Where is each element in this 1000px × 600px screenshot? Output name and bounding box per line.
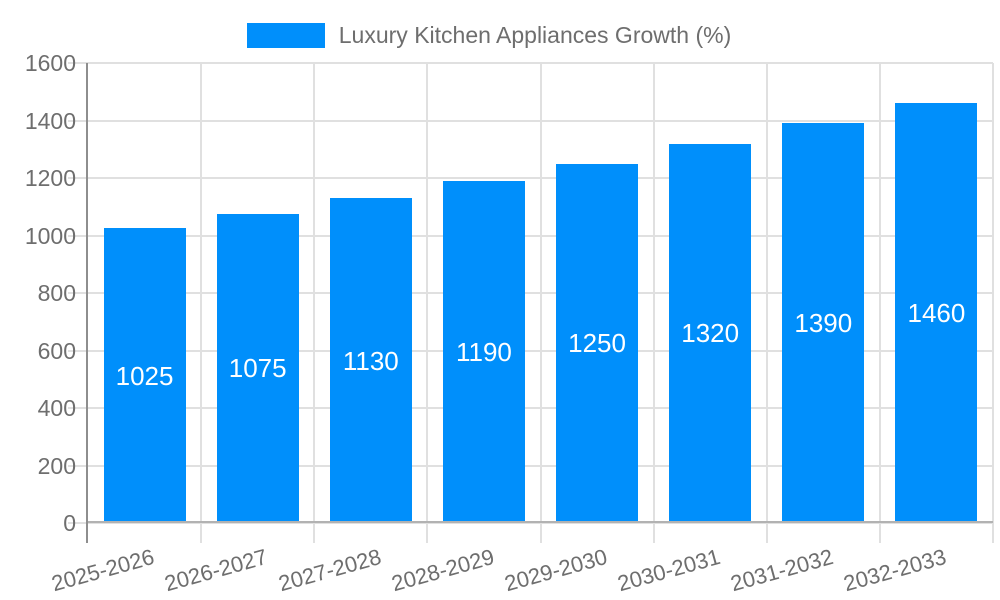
- y-gridline: [68, 234, 993, 237]
- x-axis-tick-label: 2032-2033: [841, 544, 950, 597]
- x-axis-line: [86, 521, 993, 523]
- x-gridline: [539, 63, 542, 543]
- y-axis-tick-label: 800: [37, 280, 76, 306]
- x-gridline: [313, 63, 316, 543]
- y-gridline: [68, 62, 993, 64]
- x-axis-tick-label: 2027-2028: [275, 544, 384, 597]
- x-axis-tick-label: 2030-2031: [614, 544, 723, 597]
- x-gridline: [652, 63, 655, 543]
- y-axis-tick-label: 400: [37, 395, 76, 421]
- bar[interactable]: [103, 228, 186, 523]
- y-gridline: [68, 407, 993, 409]
- bar[interactable]: [442, 180, 525, 523]
- x-axis-tick-label: 2029-2030: [501, 544, 610, 597]
- x-gridline: [426, 63, 429, 543]
- x-axis-tick-label: 2028-2029: [388, 544, 497, 597]
- bar[interactable]: [895, 103, 978, 523]
- y-gridline: [68, 349, 993, 352]
- bar[interactable]: [669, 143, 752, 523]
- x-axis-tick-label: 2026-2027: [162, 544, 271, 597]
- y-gridline: [68, 177, 993, 179]
- legend-swatch: [246, 23, 325, 48]
- bar[interactable]: [782, 123, 865, 523]
- legend-label: Luxury Kitchen Appliances Growth (%): [338, 22, 732, 48]
- x-axis-tick-label: 2031-2032: [727, 544, 836, 597]
- y-axis-tick-label: 600: [37, 337, 76, 364]
- y-gridline: [68, 522, 993, 524]
- bar[interactable]: [556, 163, 639, 523]
- x-gridline: [878, 63, 881, 543]
- y-axis-tick-label: 1000: [24, 222, 76, 249]
- y-axis-tick-label: 200: [37, 452, 76, 479]
- x-gridline: [992, 63, 994, 543]
- y-axis-tick-label: 0: [63, 510, 76, 536]
- y-gridline: [68, 292, 993, 294]
- y-axis-tick-label: 1600: [24, 50, 76, 76]
- bar[interactable]: [216, 213, 299, 523]
- y-axis-tick-label: 1200: [24, 165, 76, 191]
- y-axis-line: [86, 63, 88, 543]
- y-gridline: [68, 464, 993, 467]
- x-axis-tick-label: 2025-2026: [49, 544, 158, 597]
- x-gridline: [200, 63, 203, 543]
- y-gridline: [68, 119, 993, 122]
- y-axis-tick-label: 1400: [24, 107, 76, 134]
- bar[interactable]: [329, 198, 412, 523]
- x-gridline: [765, 63, 768, 543]
- legend[interactable]: Luxury Kitchen Appliances Growth (%): [0, 22, 989, 49]
